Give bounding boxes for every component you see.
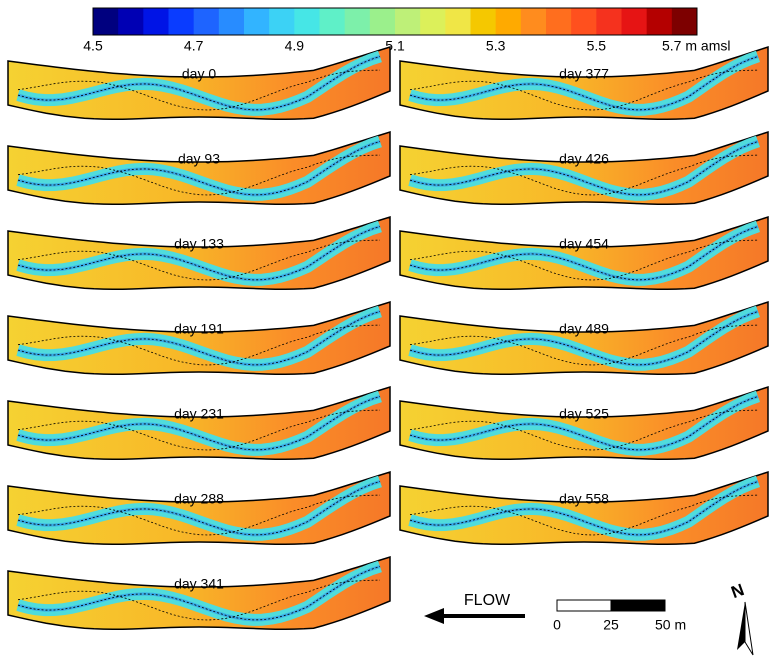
panel-label: day 489 (559, 321, 609, 337)
colorbar-tick-label: 4.9 (285, 38, 305, 54)
north-label: N (729, 580, 747, 602)
panel-label: day 191 (174, 321, 224, 337)
colorbar-tick-label: 4.5 (83, 38, 103, 54)
colorbar-tick-label: 5.7 m amsl (662, 38, 730, 54)
colorbar-segment (521, 8, 547, 35)
panel-label: day 426 (559, 151, 609, 167)
river-panel: day 0 (8, 47, 390, 119)
river-panel: day 288 (8, 472, 390, 544)
north-arrow-half (745, 602, 753, 655)
north-arrow: N (729, 580, 753, 655)
colorbar-segment (370, 8, 396, 35)
colorbar-segment (143, 8, 169, 35)
colorbar-segment (194, 8, 220, 35)
colorbar-segment (294, 8, 320, 35)
colorbar-segment (93, 8, 119, 35)
river-panel: day 231 (8, 387, 390, 459)
panel-label: day 341 (174, 576, 224, 592)
river-panel: day 191 (8, 302, 390, 374)
colorbar-segment (420, 8, 446, 35)
colorbar-tick-label: 5.3 (486, 38, 506, 54)
colorbar-segment (546, 8, 572, 35)
colorbar-segment (571, 8, 597, 35)
river-panel: day 93 (8, 132, 390, 204)
colorbar-segment (496, 8, 522, 35)
scale-label: 0 (553, 617, 561, 633)
colorbar-segment (471, 8, 497, 35)
colorbar-segment (345, 8, 371, 35)
flow-indicator: FLOW (424, 592, 525, 624)
panel-label: day 525 (559, 406, 609, 422)
colorbar-segment (672, 8, 698, 35)
flow-arrow-head (424, 608, 444, 624)
river-panel: day 525 (400, 387, 768, 459)
river-panel: day 426 (400, 132, 768, 204)
scale-segment (557, 600, 611, 611)
colorbar-tick-label: 5.5 (587, 38, 607, 54)
panels: day 0 day 93 day 133 day 191 day 231 day 288 d… (8, 47, 768, 629)
river-panel: day 377 (400, 47, 768, 119)
scale-label: 50 m (655, 617, 686, 633)
colorbar-segment (647, 8, 673, 35)
colorbar-segment (622, 8, 648, 35)
river-panel: day 341 (8, 557, 390, 629)
flow-label: FLOW (464, 592, 511, 609)
colorbar-segment (395, 8, 421, 35)
colorbar-segment (219, 8, 245, 35)
river-panel: day 454 (400, 217, 768, 289)
scale-label: 25 (603, 617, 619, 633)
colorbar-tick-label: 4.7 (184, 38, 204, 54)
river-panel: day 489 (400, 302, 768, 374)
colorbar-segment (244, 8, 270, 35)
panel-label: day 288 (174, 491, 224, 507)
north-arrow-half (737, 602, 745, 650)
river-panel: day 133 (8, 217, 390, 289)
colorbar-segment (118, 8, 144, 35)
panel-label: day 133 (174, 236, 224, 252)
scale-bar: 0 25 50 m (553, 600, 686, 633)
panel-label: day 558 (559, 491, 609, 507)
colorbar-segment (445, 8, 471, 35)
colorbar-segment (596, 8, 622, 35)
colorbar-segment (320, 8, 346, 35)
panel-label: day 454 (559, 236, 609, 252)
scale-segment (611, 600, 665, 611)
river-panel: day 558 (400, 472, 768, 544)
panel-label: day 93 (178, 151, 220, 167)
panel-label: day 0 (182, 66, 216, 82)
panel-label: day 231 (174, 406, 224, 422)
panel-label: day 377 (559, 66, 609, 82)
colorbar-segment (169, 8, 195, 35)
figure: 4.54.74.95.15.35.55.7 m amsl day 0day 93… (0, 0, 770, 662)
colorbar-segment (269, 8, 295, 35)
